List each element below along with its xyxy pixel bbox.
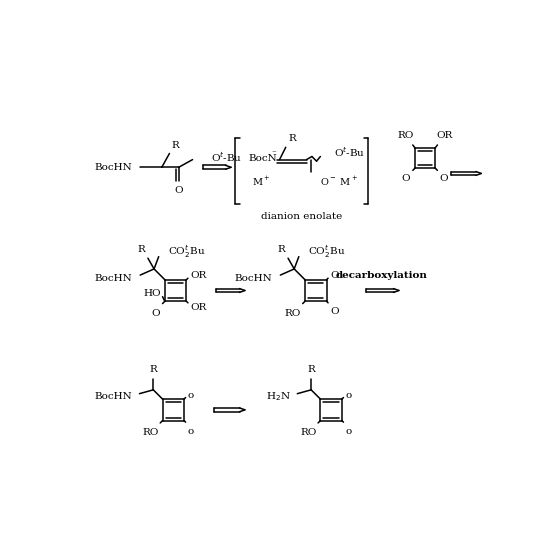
Text: O: O — [330, 272, 339, 281]
Text: R: R — [277, 245, 285, 254]
Text: R: R — [137, 245, 145, 254]
Text: o: o — [346, 427, 352, 436]
Text: O: O — [330, 307, 339, 316]
Text: ⁻: ⁻ — [271, 149, 276, 158]
Text: HO: HO — [144, 289, 161, 298]
Text: O: O — [152, 309, 160, 318]
Text: R: R — [150, 366, 157, 375]
Text: O$^t$-Bu: O$^t$-Bu — [334, 145, 366, 159]
Text: OR: OR — [190, 303, 207, 312]
Text: o: o — [188, 391, 194, 400]
Text: O$^-$ M$^+$: O$^-$ M$^+$ — [320, 175, 358, 188]
Text: CO$_2^t$Bu: CO$_2^t$Bu — [168, 244, 205, 260]
Text: dianion enolate: dianion enolate — [261, 212, 342, 221]
Text: O: O — [175, 186, 183, 195]
Text: RO: RO — [397, 132, 413, 141]
Text: H$_2$N: H$_2$N — [267, 390, 291, 403]
Text: RO: RO — [143, 428, 159, 437]
Text: o: o — [346, 391, 352, 400]
Text: BocHN: BocHN — [95, 274, 133, 283]
Text: OR: OR — [190, 270, 207, 279]
Text: BocHN: BocHN — [94, 163, 132, 172]
Text: O$^t$-Bu: O$^t$-Bu — [211, 151, 242, 164]
Text: BocHN: BocHN — [94, 392, 132, 402]
Text: o: o — [188, 427, 194, 436]
Text: O: O — [440, 174, 448, 183]
Text: R: R — [307, 366, 315, 375]
Text: O: O — [402, 174, 411, 183]
Text: RO: RO — [300, 428, 317, 437]
Text: R: R — [288, 134, 296, 143]
Text: OR: OR — [437, 132, 453, 141]
Text: RO: RO — [285, 309, 301, 318]
Text: M$^+$: M$^+$ — [252, 175, 270, 188]
Text: decarboxylation: decarboxylation — [336, 272, 428, 281]
Text: BocHN: BocHN — [235, 274, 273, 283]
Text: BocN: BocN — [249, 153, 277, 162]
Text: R: R — [171, 141, 179, 151]
Text: CO$_2^t$Bu: CO$_2^t$Bu — [308, 244, 345, 260]
